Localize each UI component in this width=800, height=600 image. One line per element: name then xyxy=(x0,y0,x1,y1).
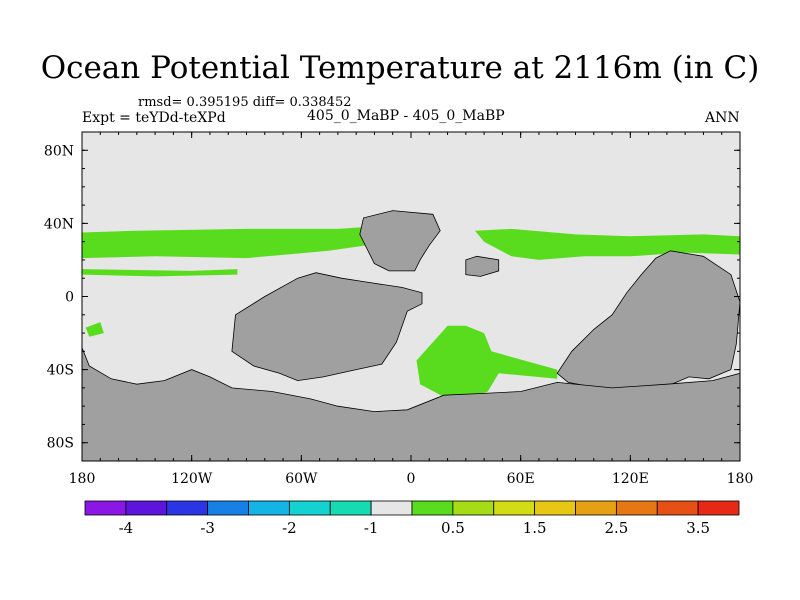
colorbar-box xyxy=(452,500,495,516)
x-tick-label: 60W xyxy=(285,471,318,487)
colorbar-box xyxy=(125,500,168,516)
colorbar-label: 0.5 xyxy=(441,519,465,537)
colorbar-box xyxy=(166,500,209,516)
y-tick-label: 80N xyxy=(44,143,74,159)
y-tick-label: 80S xyxy=(47,436,74,452)
colorbar-box xyxy=(370,500,413,516)
season-label: ANN xyxy=(705,110,740,126)
colorbar: -4 -3 -2 -1 0.5 1.5 2.5 3.5 xyxy=(84,500,740,537)
x-tick-label: 180 xyxy=(69,471,96,487)
chart-title: Ocean Potential Temperature at 2116m (in… xyxy=(40,50,760,86)
colorbar-box xyxy=(411,500,454,516)
land-europe xyxy=(359,210,441,272)
colorbar-box xyxy=(534,500,576,516)
colorbar-label: -2 xyxy=(282,519,297,537)
x-tick-label: 0 xyxy=(407,471,416,487)
colorbar-box xyxy=(575,500,617,516)
colorbar-label: 1.5 xyxy=(523,519,547,537)
colorbar-box xyxy=(615,500,658,516)
x-tick-label: 180 xyxy=(727,471,754,487)
y-tick-label: 0 xyxy=(65,290,74,306)
colorbar-box xyxy=(248,500,290,516)
colorbar-box xyxy=(656,500,699,516)
y-tick-label: 40N xyxy=(44,216,74,232)
colorbar-box xyxy=(493,500,536,516)
colorbar-label: -4 xyxy=(119,519,134,537)
y-tick-label: 40S xyxy=(47,363,74,379)
x-tick-label: 120W xyxy=(171,471,213,487)
colorbar-label: 2.5 xyxy=(604,519,628,537)
experiment-label: Expt = teYDd-teXPd xyxy=(82,110,226,126)
land-southern-land xyxy=(82,347,740,461)
positive-diff-region xyxy=(82,227,368,259)
chart-subtitle: 405_0_MaBP - 405_0_MaBP xyxy=(307,108,505,124)
positive-diff-region xyxy=(416,325,558,397)
land-asia-australia xyxy=(556,250,740,394)
axes: 180 120W 60W 0 60E 120E 180 80N 40N 0 40S 80S xyxy=(44,131,754,487)
positive-diff-region xyxy=(85,322,104,337)
colorbar-box xyxy=(329,500,372,516)
colorbar-box xyxy=(84,500,127,516)
land-africa-block xyxy=(465,255,500,277)
land-north-america xyxy=(231,272,423,382)
x-tick-label: 60E xyxy=(507,471,535,487)
colorbar-box xyxy=(697,500,740,516)
colorbar-label: 3.5 xyxy=(686,519,710,537)
x-tick-label: 120E xyxy=(612,471,649,487)
stats-label: rmsd= 0.395195 diff= 0.338452 xyxy=(138,95,352,110)
colorbar-label: -3 xyxy=(200,519,215,537)
colorbar-label: -1 xyxy=(364,519,379,537)
colorbar-box xyxy=(207,500,249,516)
colorbar-box xyxy=(288,500,331,516)
positive-diff-region xyxy=(82,269,238,277)
field-layer xyxy=(82,210,740,461)
